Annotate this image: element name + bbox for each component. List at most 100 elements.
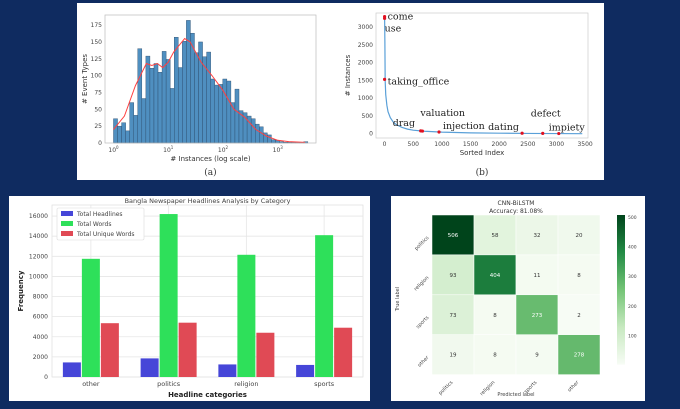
- legend-swatch: [61, 231, 73, 236]
- legend-box: [56, 207, 145, 241]
- x-tick-label: politics: [157, 380, 181, 388]
- histogram-bar: [149, 68, 155, 144]
- col-label: religion: [479, 380, 496, 397]
- histogram-bar: [174, 37, 179, 144]
- histogram-bar: [218, 84, 224, 144]
- cell-value: 73: [450, 313, 457, 319]
- annotation-label: defect: [531, 108, 561, 119]
- x-axis-label: Headline categories: [168, 391, 247, 399]
- bar-total-words: [315, 235, 334, 377]
- histogram-bar: [129, 102, 134, 144]
- y-tick-label: 75: [94, 89, 102, 96]
- row-label: religion: [413, 275, 430, 292]
- histogram-bar: [141, 98, 147, 144]
- y-tick-label: 0: [369, 131, 373, 138]
- y-axis-label: # Event Types: [81, 54, 89, 104]
- bar-total-words: [237, 254, 256, 377]
- histogram-bar: [202, 56, 207, 144]
- x-tick-label: 2000: [492, 141, 507, 148]
- annotation-marker: [541, 131, 545, 135]
- chart-title: CNN-BiLSTM: [498, 200, 535, 207]
- y-tick-label: 2000: [33, 354, 48, 361]
- cell-value: 19: [450, 353, 457, 359]
- chart-title: Bangla Newspaper Headlines Analysis by C…: [125, 197, 291, 205]
- annotation-label: valuation: [419, 108, 465, 119]
- bar-total-unique-words: [178, 322, 197, 377]
- col-label: politics: [438, 379, 455, 396]
- heatmap-cell: [557, 214, 601, 256]
- heatmap-cell: [431, 334, 475, 375]
- annotation-marker: [420, 129, 425, 133]
- y-tick-label: 175: [91, 22, 103, 29]
- y-tick-label: 0: [44, 374, 48, 381]
- y-tick-label: 25: [94, 123, 102, 130]
- cell-value: 8: [493, 313, 497, 319]
- y-tick-label: 150: [91, 39, 103, 46]
- bar-total-unique-words: [256, 332, 275, 377]
- histogram-bar: [255, 123, 260, 144]
- figure-panel-top: 0 25 50 75 100 125 150 175 100 101 102 103 # Instanc…: [77, 3, 604, 180]
- cell-value: 8: [493, 353, 497, 359]
- heatmap-cell: [473, 334, 517, 375]
- figure-panel-confusion: 506 58 32 20 93 404 11 8 73 8 273 2 19 8 9 278 politics r…: [391, 196, 645, 401]
- histogram-bar: [153, 63, 159, 144]
- histogram-bar: [206, 51, 211, 144]
- heatmap-cell: [473, 294, 517, 335]
- y-tick-label: 4000: [33, 334, 48, 341]
- histogram-chart: 0 25 50 75 100 125 150 175 100 101 102 103 # Instanc…: [81, 14, 317, 178]
- cell-value: 506: [448, 233, 459, 239]
- x-axis-label: # Instances (log scale): [170, 155, 250, 163]
- y-tick-label: 50: [94, 106, 102, 113]
- histogram-bar: [271, 139, 276, 144]
- y-axis-label: True label: [395, 287, 401, 312]
- histogram-bar: [125, 130, 130, 144]
- heatmap-cell: [431, 294, 475, 335]
- bar-total-unique-words: [334, 327, 353, 377]
- histogram-bar: [186, 20, 191, 144]
- bar-total-words: [159, 214, 178, 377]
- heatmap-cell: [557, 294, 601, 335]
- annotation-label: injection: [443, 121, 485, 132]
- annotation-marker: [382, 77, 387, 82]
- x-tick-label: other: [82, 380, 100, 388]
- x-tick-label: 2500: [520, 141, 535, 148]
- heatmap-cell: [473, 254, 517, 296]
- colorbar-tick-label: 400: [628, 244, 637, 250]
- y-tick-label: 100: [91, 73, 103, 80]
- heatmap-cell: [431, 254, 475, 296]
- histogram-bar: [165, 59, 171, 144]
- y-tick-label: 6000: [33, 314, 48, 321]
- histogram-bar: [121, 122, 126, 144]
- histogram-bar: [234, 88, 240, 144]
- histogram-bar: [222, 78, 228, 144]
- subfigure-caption: (b): [476, 167, 489, 178]
- heatmap-cell: [515, 214, 559, 256]
- col-label: other: [567, 379, 581, 393]
- x-tick-label: 102: [218, 145, 229, 154]
- colorbar-tick-label: 300: [628, 274, 637, 280]
- bar-total-unique-words: [100, 323, 119, 377]
- x-tick-label: 100: [108, 145, 119, 154]
- histogram-bar: [137, 48, 143, 144]
- plot-frame: [104, 14, 317, 144]
- colorbar-tick-label: 100: [628, 334, 637, 340]
- y-tick-label: 16000: [29, 213, 48, 220]
- headlines-bar-chart: 0 2000 4000 6000 8000 10000 12000 14000 16000 oth…: [17, 197, 364, 399]
- cell-value: 404: [490, 273, 501, 279]
- instances-curve: [383, 16, 583, 135]
- heatmap-cell: [473, 214, 517, 256]
- annotation-label: use: [385, 23, 402, 34]
- cell-value: 8: [577, 273, 581, 279]
- y-tick-label: 500: [362, 113, 374, 120]
- x-tick-label: 500: [408, 141, 420, 148]
- y-tick-label: 10000: [29, 273, 48, 280]
- bar-total-headlines: [218, 364, 237, 377]
- legend-entry: Total Unique Words: [76, 231, 135, 238]
- histogram-bar: [157, 72, 163, 144]
- histogram-bar: [169, 88, 175, 144]
- x-tick-label: 3000: [549, 141, 564, 148]
- bar-total-headlines: [62, 362, 81, 377]
- x-tick-label: 101: [163, 145, 174, 154]
- colorbar-tick-label: 200: [628, 304, 637, 310]
- y-tick-label: 125: [91, 56, 103, 63]
